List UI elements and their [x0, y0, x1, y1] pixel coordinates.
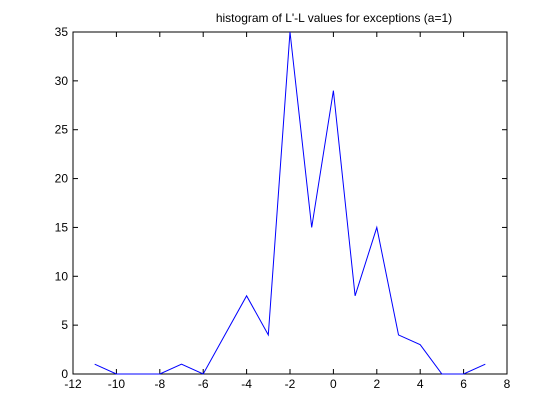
x-tick-label: 4 — [417, 377, 424, 391]
data-point — [181, 364, 182, 365]
data-point — [203, 374, 204, 375]
data-point — [333, 90, 334, 91]
data-point — [441, 374, 442, 375]
y-tick-label: 5 — [61, 318, 68, 332]
data-point — [485, 364, 486, 365]
y-tick-label: 25 — [55, 123, 69, 137]
x-tick-label: 0 — [330, 377, 337, 391]
y-axis: 0 5 10 15 20 25 30 35 — [55, 25, 507, 381]
x-tick-label: 6 — [460, 377, 467, 391]
y-tick-label: 15 — [55, 220, 69, 234]
y-tick-label: 10 — [55, 269, 69, 283]
data-point — [224, 334, 225, 335]
data-point — [398, 334, 399, 335]
data-point — [463, 374, 464, 375]
data-point — [420, 344, 421, 345]
x-tick-label: 8 — [504, 377, 511, 391]
x-axis: -12 -10 -8 -6 -4 -2 0 2 4 6 8 — [64, 32, 511, 391]
data-point — [311, 227, 312, 228]
data-point — [159, 374, 160, 375]
data-point — [94, 364, 95, 365]
data-point — [138, 374, 139, 375]
x-tick-label: -10 — [108, 377, 126, 391]
plot-area — [72, 31, 508, 375]
y-tick-label: 35 — [55, 25, 69, 39]
x-tick-label: -8 — [154, 377, 165, 391]
y-tick-label: 20 — [55, 172, 69, 186]
x-tick-label: -4 — [241, 377, 252, 391]
data-point — [116, 374, 117, 375]
data-point — [290, 32, 291, 33]
x-tick-label: 2 — [373, 377, 380, 391]
data-point — [376, 227, 377, 228]
x-tick-label: -2 — [285, 377, 296, 391]
chart-title: histogram of L'-L values for exceptions … — [216, 11, 452, 25]
series-line — [94, 31, 486, 375]
data-point — [246, 295, 247, 296]
y-tick-label: 0 — [61, 367, 68, 381]
x-tick-label: -12 — [64, 377, 82, 391]
x-tick-label: -6 — [198, 377, 209, 391]
data-point — [355, 295, 356, 296]
y-tick-label: 30 — [55, 74, 69, 88]
data-point — [268, 334, 269, 335]
